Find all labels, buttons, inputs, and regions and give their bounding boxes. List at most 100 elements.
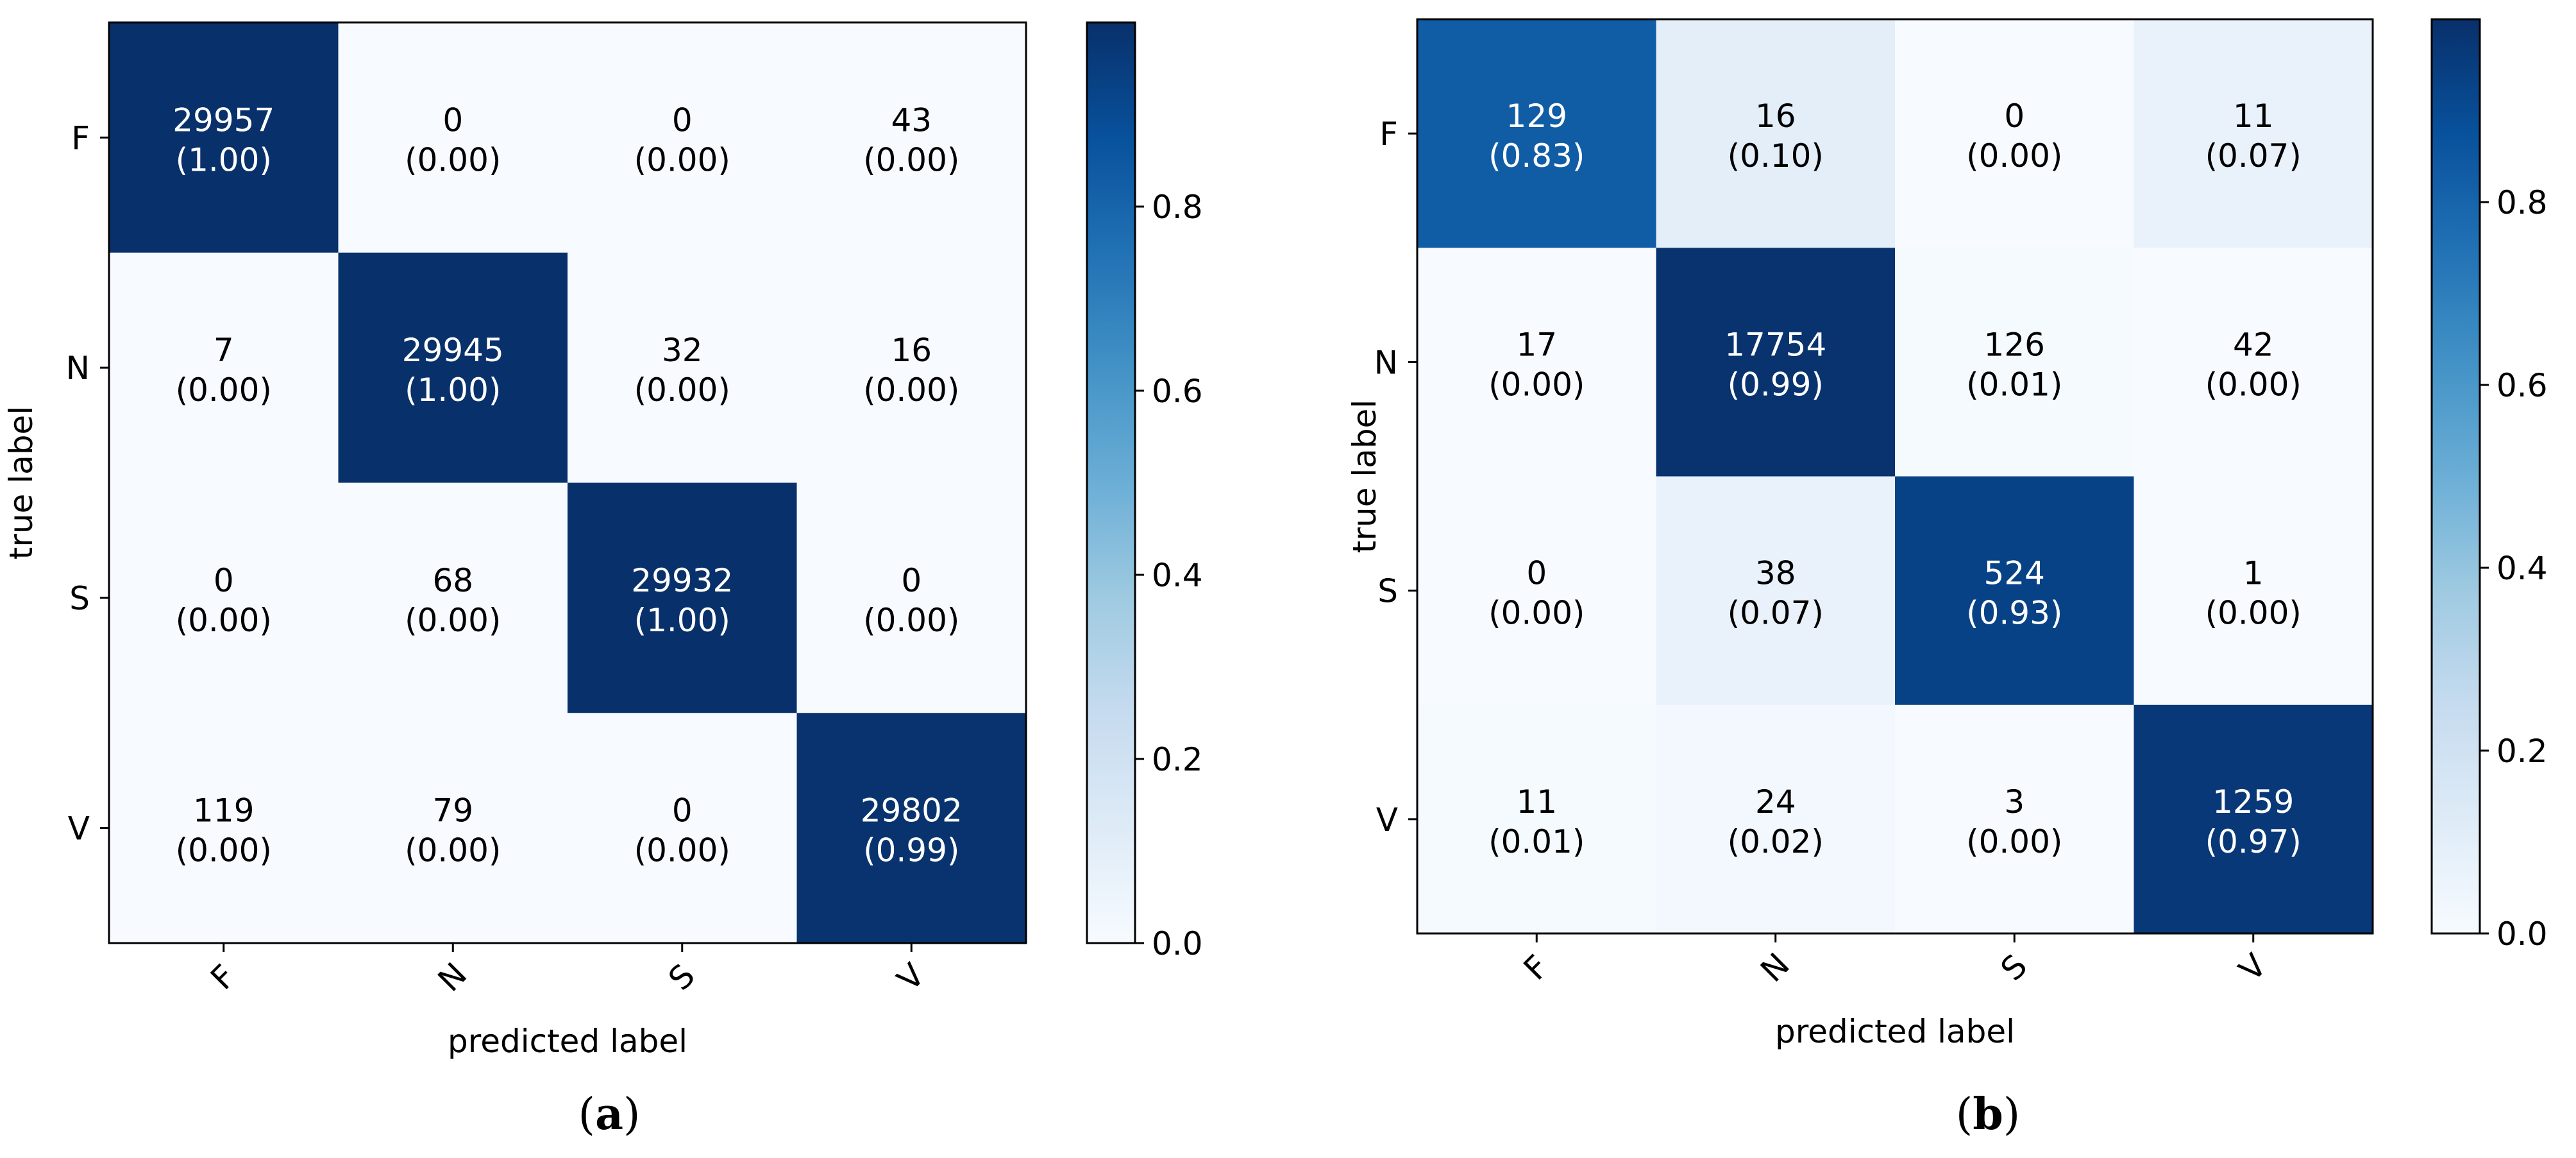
panel-caption: (b)	[1956, 1089, 2021, 1140]
cell-count-label: 29957	[173, 101, 274, 139]
matrix-cell	[1895, 476, 2134, 706]
cell-count-label: 0	[2004, 98, 2025, 135]
matrix-frame	[108, 21, 1027, 944]
colorbar-tick-label: 0.0	[1152, 925, 1203, 962]
cell-count-label: 0	[214, 562, 234, 599]
cell-count-label: 38	[1755, 555, 1796, 592]
y-tick-label: S	[69, 580, 90, 617]
colorbar	[2430, 18, 2481, 935]
cell-ratio-label: (0.01)	[1488, 823, 1585, 860]
cell-ratio-label: (0.00)	[405, 602, 501, 639]
cell-ratio-label: (0.10)	[1728, 137, 1824, 175]
cell-ratio-label: (1.00)	[176, 141, 272, 178]
cell-count-label: 68	[432, 562, 473, 599]
matrix-cell	[338, 713, 568, 944]
cell-count-label: 79	[432, 792, 473, 830]
matrix-cell	[2134, 704, 2373, 934]
cell-count-label: 126	[1984, 326, 2045, 363]
x-axis-label: predicted label	[448, 1023, 687, 1060]
cell-count-label: 7	[214, 332, 234, 369]
matrix-cell	[2134, 248, 2373, 477]
matrix-cell	[338, 252, 568, 483]
matrix-cell	[109, 22, 339, 253]
x-tick-label: F	[1517, 948, 1556, 987]
x-tick-label: V	[890, 957, 932, 998]
y-tick-label: V	[1376, 801, 1398, 839]
colorbar-tick-label: 0.0	[2496, 915, 2548, 953]
matrix-cell	[568, 713, 797, 944]
matrix-cell	[1417, 19, 1656, 248]
matrix-cell	[1417, 476, 1656, 706]
colorbar-tick-label: 0.8	[1152, 189, 1203, 226]
matrix-cell	[109, 252, 339, 483]
cell-count-label: 11	[1516, 783, 1557, 821]
matrix-cell	[1895, 248, 2134, 477]
x-axis-label: predicted label	[1775, 1013, 2015, 1050]
x-tick-label: F	[203, 958, 242, 997]
cell-count-label: 29802	[861, 792, 963, 830]
x-tick-label: S	[661, 957, 702, 998]
matrix-cell	[1895, 19, 2134, 248]
colorbar-tick-label: 0.6	[1152, 373, 1203, 410]
colorbar-tick-label: 0.2	[2496, 733, 2548, 770]
x-tick-label: V	[2232, 947, 2273, 989]
y-tick-label: F	[1379, 115, 1398, 153]
colorbar	[1086, 21, 1136, 944]
cell-ratio-label: (0.00)	[634, 141, 730, 178]
cell-ratio-label: (0.00)	[863, 371, 959, 409]
y-tick-label: S	[1377, 573, 1398, 610]
matrix-cell	[338, 22, 568, 253]
cell-count-label: 29945	[402, 332, 504, 369]
cell-ratio-label: (0.00)	[863, 602, 959, 639]
panel-caption-part: )	[623, 1089, 641, 1140]
cell-ratio-label: (0.02)	[1728, 823, 1824, 860]
matrix-cell	[568, 482, 797, 713]
cell-count-label: 0	[1526, 555, 1547, 592]
cell-count-label: 24	[1755, 783, 1796, 821]
panel-caption-part: )	[2003, 1089, 2021, 1140]
cell-count-label: 524	[1984, 555, 2045, 592]
cell-ratio-label: (0.00)	[634, 371, 730, 409]
panel-b: 129(0.83)16(0.10)0(0.00)11(0.07)17(0.00)…	[1346, 18, 2548, 1140]
colorbar-tick-label: 0.2	[1152, 741, 1203, 778]
matrix-cell	[109, 713, 339, 944]
cell-ratio-label: (0.00)	[1966, 823, 2062, 860]
cell-ratio-label: (0.00)	[1488, 366, 1585, 403]
cell-count-label: 17754	[1724, 326, 1826, 363]
cell-count-label: 29932	[631, 562, 733, 599]
matrix-cell	[568, 252, 797, 483]
matrix-cell	[796, 252, 1027, 483]
matrix-cell	[2134, 19, 2373, 248]
y-tick-label: N	[1374, 344, 1398, 381]
cell-count-label: 42	[2233, 326, 2274, 363]
cell-ratio-label: (0.00)	[176, 602, 272, 639]
cell-count-label: 129	[1506, 98, 1567, 135]
cell-count-label: 16	[891, 332, 932, 369]
matrix-cell	[1656, 248, 1896, 477]
cell-ratio-label: (0.97)	[2205, 823, 2302, 860]
cell-ratio-label: (0.01)	[1966, 366, 2062, 403]
cell-count-label: 3	[2004, 783, 2025, 821]
matrix-cell	[2134, 476, 2373, 706]
colorbar-tick-label: 0.8	[2496, 184, 2548, 221]
cell-ratio-label: (0.00)	[405, 832, 501, 869]
cell-ratio-label: (0.83)	[1488, 137, 1585, 175]
x-tick-label: S	[1994, 948, 2034, 988]
matrix-cell	[796, 22, 1027, 253]
cell-ratio-label: (0.93)	[1966, 595, 2062, 632]
y-tick-label: V	[68, 810, 90, 847]
panel-caption: (a)	[578, 1089, 640, 1140]
panel-a: 29957(1.00)0(0.00)0(0.00)43(0.00)7(0.00)…	[3, 21, 1203, 1140]
cell-ratio-label: (0.07)	[2205, 137, 2302, 175]
cell-count-label: 17	[1516, 326, 1557, 363]
cell-count-label: 0	[901, 562, 922, 599]
cell-ratio-label: (0.00)	[863, 141, 959, 178]
cell-ratio-label: (1.00)	[634, 602, 730, 639]
matrix-cell	[338, 482, 568, 713]
cell-ratio-label: (0.00)	[2205, 366, 2302, 403]
x-tick-label: N	[431, 956, 474, 999]
cell-ratio-label: (0.00)	[2205, 595, 2302, 632]
matrix-cell	[568, 22, 797, 253]
cell-ratio-label: (1.00)	[405, 371, 501, 409]
